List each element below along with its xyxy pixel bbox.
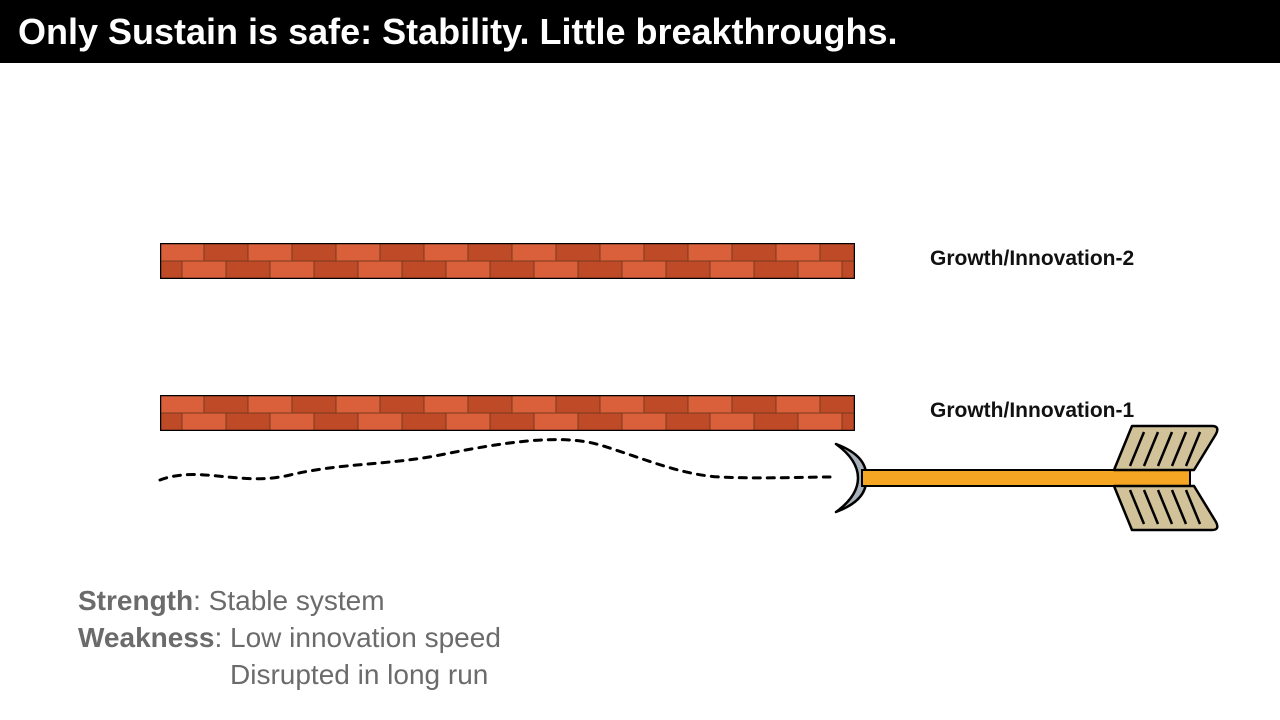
strength-label: Strength [78,585,193,616]
trajectory-path [160,435,840,495]
weakness-line-1: Weakness: Low innovation speed [78,620,501,657]
strength-value: : Stable system [193,585,384,616]
footer-text: Strength: Stable system Weakness: Low in… [78,583,501,694]
brick-wall-bottom [160,395,855,431]
weakness-value: : Low innovation speed [214,622,500,653]
arrow-icon [830,418,1220,538]
page-title: Only Sustain is safe: Stability. Little … [0,0,1280,63]
strength-line: Strength: Stable system [78,583,501,620]
weakness-line-2: Disrupted in long run [78,657,501,694]
wall-label-top: Growth/Innovation-2 [930,247,1134,271]
weakness-label: Weakness [78,622,214,653]
diagram-canvas: Growth/Innovation-2 Growth/Innovation-1 [0,63,1280,713]
brick-wall-top [160,243,855,279]
